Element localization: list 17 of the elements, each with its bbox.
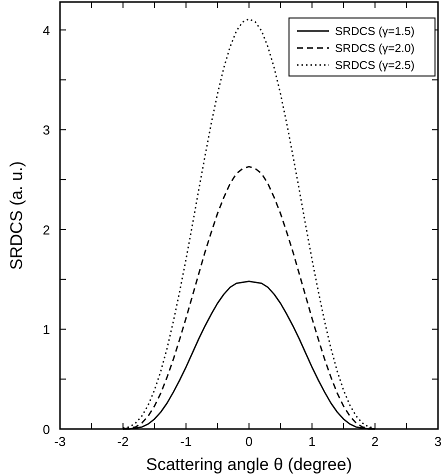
y-tick-label: 0: [42, 422, 50, 437]
x-tick-label: 1: [308, 434, 316, 449]
legend-label: SRDCS (γ=1.5): [335, 26, 415, 38]
y-tick-label: 4: [42, 22, 50, 38]
y-tick-label: 1: [42, 322, 50, 338]
x-tick-label: -3: [54, 434, 66, 449]
legend-label: SRDCS (γ=2.0): [335, 43, 415, 55]
x-tick-label: -1: [180, 434, 192, 449]
x-axis-title: Scattering angle θ (degree): [146, 455, 352, 474]
y-tick-label: 3: [42, 122, 50, 138]
x-tick-label: 0: [245, 434, 253, 449]
y-tick-label: 2: [42, 222, 50, 238]
x-tick-label: -2: [117, 434, 129, 449]
legend-label: SRDCS (γ=2.5): [335, 60, 415, 72]
x-tick-label: 2: [371, 434, 379, 449]
x-tick-label: 3: [434, 434, 442, 449]
y-axis-title: SRDCS (a. u.): [7, 161, 26, 270]
